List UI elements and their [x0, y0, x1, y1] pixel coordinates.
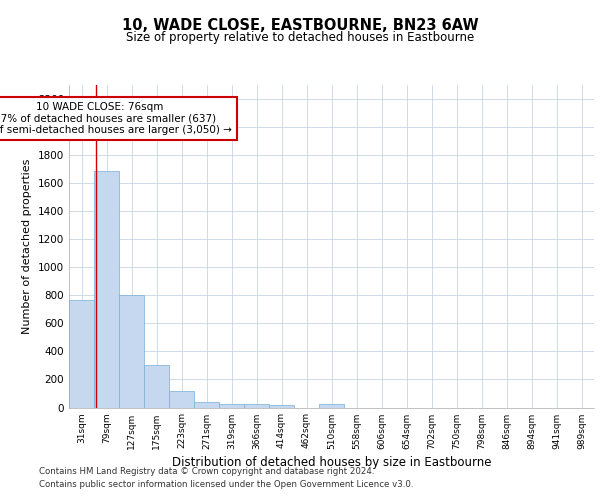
Text: Contains HM Land Registry data © Crown copyright and database right 2024.: Contains HM Land Registry data © Crown c…	[39, 467, 374, 476]
Text: 10, WADE CLOSE, EASTBOURNE, BN23 6AW: 10, WADE CLOSE, EASTBOURNE, BN23 6AW	[122, 18, 478, 32]
Bar	[119, 296, 144, 408]
Bar	[144, 366, 169, 408]
Text: Size of property relative to detached houses in Eastbourne: Size of property relative to detached ho…	[126, 31, 474, 44]
Bar	[319, 404, 344, 407]
Bar	[269, 405, 294, 407]
X-axis label: Distribution of detached houses by size in Eastbourne: Distribution of detached houses by size …	[172, 456, 491, 468]
Y-axis label: Number of detached properties: Number of detached properties	[22, 158, 32, 334]
Bar	[169, 392, 194, 407]
Bar	[69, 300, 94, 408]
Bar	[194, 402, 219, 407]
Text: Contains public sector information licensed under the Open Government Licence v3: Contains public sector information licen…	[39, 480, 413, 489]
Text: 10 WADE CLOSE: 76sqm
← 17% of detached houses are smaller (637)
82% of semi-deta: 10 WADE CLOSE: 76sqm ← 17% of detached h…	[0, 102, 232, 135]
Bar	[244, 404, 269, 407]
Bar	[219, 404, 244, 407]
Bar	[94, 170, 119, 408]
